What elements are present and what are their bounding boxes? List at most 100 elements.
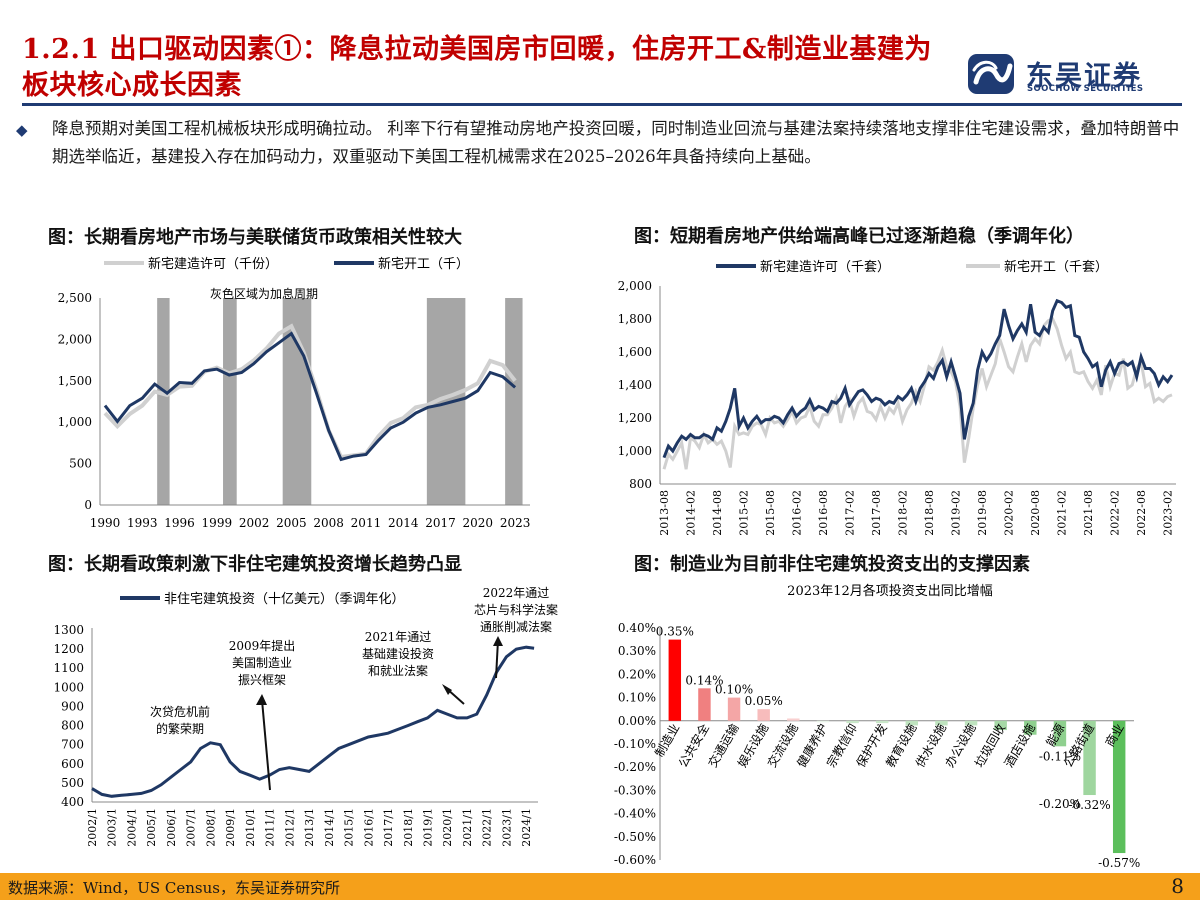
x-tick-label: 2013/1 [303,808,316,847]
data-label: 0.35% [656,625,694,639]
rate-hike-period [282,298,312,505]
x-tick-label: 2006/1 [165,808,178,847]
x-tick-label: 2014/1 [323,808,336,847]
rate-hike-period [157,298,170,505]
x-tick-label: 2015/1 [343,808,356,847]
bar [1083,720,1096,796]
y-tick-label: 500 [69,457,92,471]
legend-nonres: 非住宅建筑投资（十亿美元）（季调年化） [164,591,405,607]
x-tick-label: 2003/1 [106,808,119,847]
x-tick-label: 2005 [276,516,307,530]
annot-2009-line3: 振兴框架 [238,673,286,687]
chart1-legend: 新宅建造许可（千份） 新宅开工（千） [104,256,469,272]
annot-2021-line2: 基础建设投资 [362,646,434,661]
x-tick-label: 2015-08 [764,490,777,536]
x-tick-label: 2022-08 [1135,490,1148,536]
x-tick-label: 2002 [239,516,270,530]
y-tick-label: 0.00% [618,714,656,728]
y-tick-label: 900 [61,699,84,713]
bar [698,688,711,721]
x-tick-label: 2004/1 [125,808,138,847]
x-tick-label: 2018-08 [923,490,936,536]
annotation-2021-infrastructure: 2021年通过 基础建设投资 和就业法案 [362,630,465,705]
y-tick-label: 0.10% [618,691,656,705]
x-tick-label: 2024/1 [520,808,533,847]
chart4-title: 2023年12月各项投资支出同比增幅 [787,583,993,599]
series-line [662,298,1174,459]
annotation-2022-chips-act: 2022年通过 芯片与科学法案 通胀削减法案 [474,586,558,679]
footer-source: 数据来源：Wind，US Census，东吴证券研究所 [8,879,340,897]
bar [964,720,978,726]
y-tick-label: 800 [61,719,84,733]
x-tick-label: 2017-02 [844,490,857,536]
x-tick-label: 2020-02 [1003,490,1016,536]
y-tick-label: 1200 [53,642,84,656]
x-tick-label: 2019-08 [976,490,989,536]
bar [727,697,741,721]
x-tick-label: 2009/1 [224,808,237,847]
annotation-2009-framework: 2009年提出 美国制造业 振兴框架 [229,638,296,791]
data-label: -0.57% [1098,856,1140,870]
x-tick-label: 2018-02 [897,490,910,536]
y-tick-label: 1,500 [58,374,92,388]
annot-2009-line1: 2009年提出 [229,638,296,653]
caption-chart3: 图：长期看政策刺激下非住宅建筑投资增长趋势凸显 [48,554,462,575]
x-tick-label: 1999 [202,516,233,530]
data-label: 0.14% [685,673,723,687]
category-label: 制造业 [652,721,682,759]
y-tick-label: -0.30% [614,783,656,797]
bar-label-extra: -0.20% [1039,797,1081,811]
y-tick-label: 600 [61,757,84,771]
legend-starts: 新宅开工（千） [378,256,469,272]
x-tick-label: 2002/1 [86,808,99,847]
y-tick-label: 0.40% [618,621,656,635]
x-tick-label: 2011 [351,516,382,530]
x-tick-label: 2021-08 [1082,490,1095,536]
bar [1053,720,1067,747]
y-tick-label: 1,000 [58,415,92,429]
x-tick-label: 2008/1 [204,808,217,847]
y-tick-label: -0.50% [614,830,656,844]
bar [757,709,770,721]
y-tick-label: -0.40% [614,807,656,821]
data-label: 0.05% [745,694,783,708]
chart2-legend: 新宅建造许可（千套） 新宅开工（千套） [716,259,1108,275]
x-tick-label: 1990 [90,516,121,530]
y-tick-label: 2,000 [58,332,92,346]
x-tick-label: 2013-08 [658,490,671,536]
x-tick-label: 2018/1 [402,808,415,847]
data-label: -0.32% [1068,798,1110,812]
x-tick-label: 2017 [425,516,456,530]
y-tick-label: 1300 [53,623,84,637]
annot-2021-line3: 和就业法案 [368,663,428,678]
annotation-subprime: 次贷危机前 的繁荣期 [150,704,210,736]
y-tick-label: 2,000 [618,279,652,293]
bar [668,639,682,721]
annot-2022-line1: 2022年通过 [483,586,550,600]
annot-2021-line1: 2021年通过 [365,630,432,644]
y-tick-label: 1,000 [618,444,652,458]
rate-hike-period [223,298,237,505]
header-divider [22,103,1182,106]
page-title: 1.2.1 出口驱动因素①：降息拉动美国房市回暖，住房开工&制造业基建为板块核心… [22,34,932,101]
x-tick-label: 2017/1 [382,808,395,847]
x-tick-label: 2020-08 [1029,490,1042,536]
brand-logo: 东吴证券 SOOCHOW SECURITIES [966,52,1156,98]
data-label: 0.10% [715,683,753,697]
y-tick-label: -0.20% [614,760,656,774]
x-tick-label: 2020 [463,516,494,530]
bar [1024,720,1037,735]
y-tick-label: 700 [61,738,84,752]
chart-housing-long-term: 0 500 1,000 1,500 2,000 2,500 1990 1993 1996 199… [58,256,531,530]
x-tick-label: 2007/1 [185,808,198,847]
y-tick-label: 1,400 [618,378,652,392]
x-tick-label: 2023 [500,516,531,530]
bar [1112,720,1126,854]
chart-investment-yoy-bar: 2023年12月各项投资支出同比增幅 -0.60% -0.50% -0.40% -0.… [614,583,1140,870]
y-tick-label: 1000 [53,680,84,694]
x-tick-label: 1996 [164,516,195,530]
x-tick-label: 2022/1 [481,808,494,847]
bar [816,720,830,723]
bar [787,718,800,721]
shade-annotation: 灰色区域为加息周期 [210,286,318,301]
